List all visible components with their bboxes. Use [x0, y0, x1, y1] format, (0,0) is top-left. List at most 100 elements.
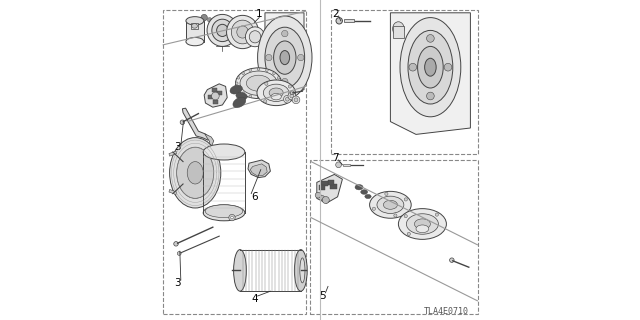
Circle shape: [180, 120, 185, 124]
Ellipse shape: [237, 26, 248, 38]
Ellipse shape: [383, 200, 397, 209]
Polygon shape: [182, 108, 210, 140]
Polygon shape: [319, 185, 326, 190]
Polygon shape: [212, 88, 217, 92]
Ellipse shape: [365, 194, 371, 199]
Circle shape: [427, 92, 434, 100]
Circle shape: [177, 252, 181, 255]
Circle shape: [285, 97, 289, 101]
Circle shape: [298, 54, 304, 61]
Bar: [332, 10, 479, 154]
Ellipse shape: [393, 22, 404, 36]
Circle shape: [249, 69, 252, 71]
Circle shape: [236, 82, 238, 84]
Polygon shape: [330, 184, 337, 189]
Circle shape: [207, 18, 212, 22]
Bar: [393, 26, 404, 38]
Ellipse shape: [265, 27, 305, 88]
Text: 3: 3: [174, 142, 181, 152]
Circle shape: [257, 96, 260, 99]
Ellipse shape: [234, 250, 246, 291]
Circle shape: [257, 68, 260, 70]
Circle shape: [242, 72, 244, 75]
Circle shape: [273, 72, 275, 75]
Text: 1: 1: [256, 9, 262, 20]
Circle shape: [282, 78, 288, 85]
Circle shape: [266, 95, 268, 98]
Ellipse shape: [236, 92, 247, 100]
Circle shape: [277, 76, 280, 79]
Circle shape: [427, 35, 434, 42]
Ellipse shape: [204, 144, 245, 160]
Ellipse shape: [170, 138, 221, 208]
Circle shape: [266, 69, 268, 71]
Circle shape: [288, 92, 296, 100]
Ellipse shape: [416, 225, 429, 233]
Circle shape: [284, 95, 291, 103]
Polygon shape: [208, 95, 213, 99]
Bar: [191, 23, 198, 29]
Ellipse shape: [186, 17, 204, 25]
Ellipse shape: [205, 205, 243, 218]
Circle shape: [174, 242, 178, 246]
Polygon shape: [265, 13, 304, 102]
Circle shape: [277, 87, 280, 90]
Circle shape: [444, 63, 452, 71]
Polygon shape: [169, 189, 177, 195]
Ellipse shape: [246, 27, 265, 47]
Ellipse shape: [240, 71, 277, 95]
Circle shape: [336, 18, 342, 24]
Ellipse shape: [207, 14, 238, 46]
Ellipse shape: [192, 24, 198, 28]
Text: 3: 3: [174, 278, 181, 288]
Polygon shape: [390, 13, 470, 134]
Ellipse shape: [236, 68, 282, 99]
Ellipse shape: [361, 190, 367, 194]
Circle shape: [320, 196, 324, 200]
Circle shape: [290, 91, 294, 95]
Ellipse shape: [398, 209, 447, 239]
Circle shape: [407, 232, 410, 236]
Ellipse shape: [271, 93, 282, 100]
Polygon shape: [328, 180, 334, 185]
Ellipse shape: [300, 258, 305, 283]
Circle shape: [394, 214, 397, 217]
Circle shape: [279, 82, 282, 84]
Ellipse shape: [415, 219, 431, 229]
Circle shape: [264, 100, 267, 103]
Ellipse shape: [250, 31, 261, 43]
Circle shape: [237, 76, 240, 79]
Circle shape: [323, 196, 329, 204]
Ellipse shape: [186, 37, 204, 46]
Circle shape: [201, 14, 207, 21]
Circle shape: [249, 95, 252, 98]
Polygon shape: [213, 100, 218, 104]
Ellipse shape: [425, 58, 436, 76]
Text: 6: 6: [251, 192, 258, 202]
Ellipse shape: [408, 30, 453, 104]
Polygon shape: [169, 151, 177, 156]
Ellipse shape: [216, 24, 228, 36]
Text: TLA4E0710: TLA4E0710: [424, 308, 469, 316]
Polygon shape: [204, 84, 227, 107]
Polygon shape: [248, 160, 270, 178]
Circle shape: [315, 192, 321, 198]
Text: 4: 4: [251, 294, 258, 304]
Circle shape: [404, 198, 408, 201]
Ellipse shape: [258, 16, 312, 99]
Circle shape: [385, 192, 388, 196]
Ellipse shape: [187, 162, 204, 184]
Bar: [310, 160, 479, 314]
Circle shape: [282, 30, 288, 37]
Polygon shape: [218, 91, 223, 95]
Circle shape: [266, 54, 272, 61]
Ellipse shape: [204, 205, 245, 221]
Polygon shape: [317, 174, 342, 203]
Circle shape: [404, 214, 407, 218]
Ellipse shape: [232, 20, 253, 44]
Text: 2: 2: [332, 9, 339, 20]
Bar: [163, 10, 306, 314]
Ellipse shape: [177, 147, 214, 198]
Polygon shape: [250, 164, 268, 176]
Ellipse shape: [230, 85, 243, 94]
